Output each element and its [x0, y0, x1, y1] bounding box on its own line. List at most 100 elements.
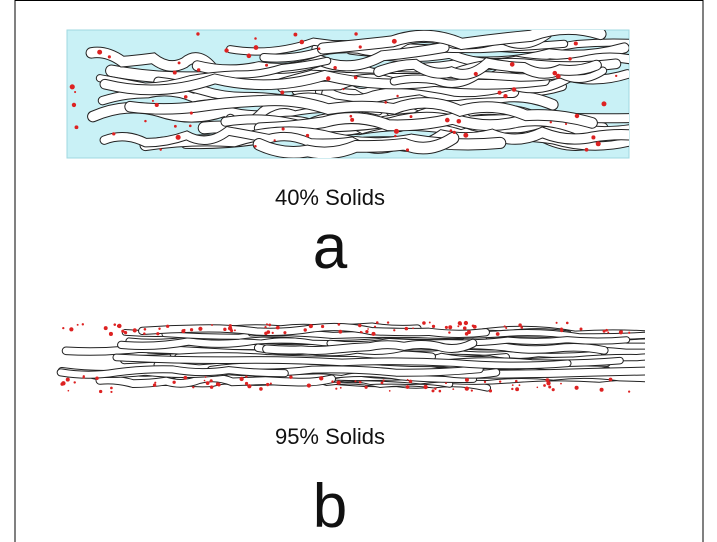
fine-particle	[69, 84, 75, 90]
fine-particle	[112, 132, 116, 136]
fine-particle	[408, 379, 413, 384]
fine-particle	[386, 321, 390, 324]
panel-caption: 95% Solids	[275, 424, 385, 449]
fine-particle	[266, 323, 268, 326]
fine-particle	[464, 386, 469, 391]
fine-particle	[209, 385, 214, 389]
fine-particle	[509, 62, 515, 67]
fine-particle	[628, 390, 631, 393]
fine-particle	[265, 382, 270, 387]
fine-particle	[265, 63, 269, 67]
fine-particle	[228, 324, 232, 328]
fine-particle	[618, 330, 623, 335]
fine-particle	[375, 321, 379, 324]
fine-particle	[354, 380, 357, 383]
fine-particle	[317, 47, 321, 51]
fine-particle	[543, 384, 546, 387]
fine-particle	[156, 332, 160, 336]
fine-particle	[269, 382, 272, 385]
fine-particle	[110, 390, 113, 394]
fine-particle	[306, 383, 311, 388]
fine-particle	[247, 384, 252, 389]
fine-particle	[196, 32, 200, 36]
fine-particle	[107, 55, 111, 59]
fine-particle	[154, 102, 159, 107]
fine-particle	[483, 380, 487, 384]
fine-particle	[303, 328, 307, 332]
fine-particle	[431, 324, 436, 328]
fine-particle	[503, 325, 506, 328]
fine-particle	[488, 389, 493, 393]
fine-particle	[607, 331, 610, 334]
panel-letter: b	[313, 472, 347, 541]
fine-particle	[239, 376, 244, 382]
fine-particle	[189, 328, 194, 332]
fine-particle	[132, 328, 137, 333]
fine-particle	[599, 387, 604, 392]
fine-particle	[350, 117, 355, 122]
fine-particle	[520, 326, 523, 329]
fine-particle	[227, 326, 233, 331]
fine-particle	[595, 141, 601, 147]
fine-particle	[233, 329, 236, 332]
fine-particle	[97, 49, 103, 55]
fine-particle	[405, 148, 410, 152]
fine-particle	[434, 387, 437, 390]
panel-letter: a	[313, 213, 348, 282]
fine-particle	[293, 32, 298, 37]
fine-particle	[183, 375, 188, 380]
fine-particle	[177, 61, 181, 65]
fine-particle	[217, 383, 221, 387]
fine-particle	[409, 115, 413, 119]
fiber	[57, 366, 288, 378]
fine-particle	[244, 381, 249, 386]
fine-particle	[444, 325, 448, 329]
fine-particle	[463, 132, 469, 138]
fine-particle	[498, 380, 502, 383]
fine-particle	[110, 386, 113, 390]
fine-particle	[74, 90, 77, 94]
fine-particle	[349, 114, 353, 118]
fine-particle	[223, 327, 227, 331]
fine-particle	[338, 329, 343, 334]
fine-particle	[204, 376, 207, 378]
fine-particle	[359, 330, 362, 333]
fine-particle	[380, 381, 384, 385]
fine-particle	[615, 74, 618, 78]
fine-particle	[382, 379, 385, 382]
fine-particle	[209, 379, 213, 383]
fine-particle	[275, 326, 279, 330]
fiber	[254, 113, 629, 138]
fine-particle	[173, 124, 177, 128]
fine-particle	[358, 45, 362, 49]
fine-particle	[511, 387, 514, 391]
fine-particle	[601, 101, 607, 107]
fine-particle	[551, 388, 555, 392]
fine-particle	[159, 148, 162, 151]
fine-particle	[121, 329, 125, 333]
fine-particle	[505, 326, 508, 330]
fiber	[263, 339, 477, 354]
fine-particle	[353, 75, 358, 80]
fine-particle	[319, 377, 323, 380]
fine-particle	[69, 327, 74, 332]
fine-particle	[268, 323, 272, 327]
fine-particle	[165, 324, 170, 328]
fine-particle	[555, 73, 561, 79]
fine-particle	[364, 385, 368, 389]
fine-particle	[568, 57, 572, 61]
fine-particle	[457, 325, 460, 328]
fine-particle	[394, 134, 397, 138]
fine-particle	[573, 41, 578, 46]
fine-particle	[74, 125, 79, 130]
fine-particle	[470, 389, 473, 392]
fine-particle	[457, 321, 462, 326]
fine-particle	[548, 385, 552, 389]
fine-particle	[412, 327, 414, 330]
fine-particle	[154, 381, 157, 384]
fine-particle	[511, 384, 514, 386]
fine-particle	[196, 68, 201, 72]
fine-particle	[264, 326, 267, 329]
fine-particle	[555, 321, 558, 324]
